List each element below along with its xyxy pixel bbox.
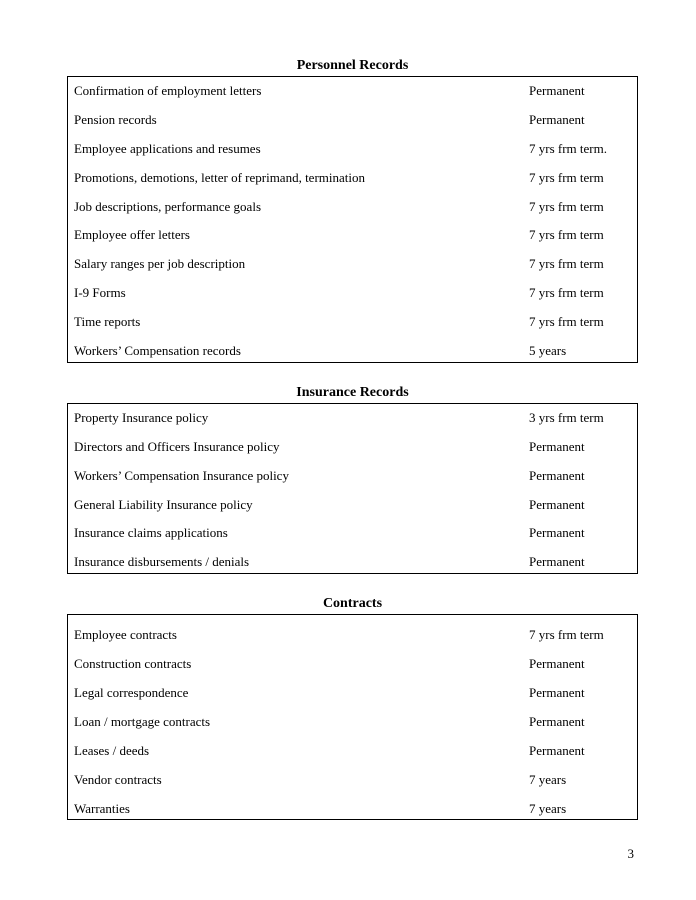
table-row: Vendor contracts 7 years [68, 766, 637, 795]
record-value: 7 yrs frm term [529, 314, 629, 331]
table-row: Workers’ Compensation records 5 years [68, 337, 637, 362]
record-value: Permanent [529, 743, 629, 760]
table-row: General Liability Insurance policy Perma… [68, 491, 637, 520]
record-label: Construction contracts [74, 656, 529, 673]
record-value: 7 yrs frm term [529, 227, 629, 244]
record-label: Promotions, demotions, letter of reprima… [74, 170, 529, 187]
table-row: Job descriptions, performance goals 7 yr… [68, 193, 637, 222]
table-row: Confirmation of employment letters Perma… [68, 77, 637, 106]
record-label: Leases / deeds [74, 743, 529, 760]
record-label: Vendor contracts [74, 772, 529, 789]
table-row: Employee applications and resumes 7 yrs … [68, 135, 637, 164]
record-value: Permanent [529, 685, 629, 702]
record-label: Pension records [74, 112, 529, 129]
table-row: Time reports 7 yrs frm term [68, 308, 637, 337]
record-value: 7 yrs frm term. [529, 141, 629, 158]
table-row: Directors and Officers Insurance policy … [68, 433, 637, 462]
record-value: Permanent [529, 714, 629, 731]
record-label: Insurance claims applications [74, 525, 529, 542]
record-label: I-9 Forms [74, 285, 529, 302]
table-row: Warranties 7 years [68, 795, 637, 820]
record-value: Permanent [529, 497, 629, 514]
record-value: Permanent [529, 112, 629, 129]
record-label: Loan / mortgage contracts [74, 714, 529, 731]
section-title-contracts: Contracts [67, 596, 638, 612]
record-value: 7 years [529, 772, 629, 789]
record-value: Permanent [529, 439, 629, 456]
record-label: Salary ranges per job description [74, 256, 529, 273]
record-label: Employee applications and resumes [74, 141, 529, 158]
table-insurance: Property Insurance policy 3 yrs frm term… [67, 403, 638, 574]
table-row: Insurance claims applications Permanent [68, 519, 637, 548]
record-value: Permanent [529, 656, 629, 673]
section-title-insurance: Insurance Records [67, 385, 638, 401]
record-value: 5 years [529, 343, 629, 360]
record-value: Permanent [529, 468, 629, 485]
table-row: Employee contracts 7 yrs frm term [68, 615, 637, 650]
document-page: Personnel Records Confirmation of employ… [0, 0, 696, 900]
table-row: Loan / mortgage contracts Permanent [68, 708, 637, 737]
record-label: General Liability Insurance policy [74, 497, 529, 514]
record-label: Employee contracts [74, 627, 529, 644]
record-value: 7 yrs frm term [529, 199, 629, 216]
record-value: 7 yrs frm term [529, 170, 629, 187]
table-contracts: Employee contracts 7 yrs frm term Constr… [67, 614, 638, 820]
table-row: Salary ranges per job description 7 yrs … [68, 250, 637, 279]
table-row: Construction contracts Permanent [68, 650, 637, 679]
record-label: Confirmation of employment letters [74, 83, 529, 100]
table-row: Insurance disbursements / denials Perman… [68, 548, 637, 573]
record-value: 7 years [529, 801, 629, 818]
record-label: Warranties [74, 801, 529, 818]
record-label: Workers’ Compensation records [74, 343, 529, 360]
table-row: Property Insurance policy 3 yrs frm term [68, 404, 637, 433]
table-row: Employee offer letters 7 yrs frm term [68, 221, 637, 250]
record-value: Permanent [529, 554, 629, 571]
table-row: I-9 Forms 7 yrs frm term [68, 279, 637, 308]
record-label: Employee offer letters [74, 227, 529, 244]
record-value: Permanent [529, 83, 629, 100]
record-label: Insurance disbursements / denials [74, 554, 529, 571]
record-label: Workers’ Compensation Insurance policy [74, 468, 529, 485]
record-label: Time reports [74, 314, 529, 331]
record-value: 3 yrs frm term [529, 410, 629, 427]
record-value: 7 yrs frm term [529, 256, 629, 273]
table-row: Promotions, demotions, letter of reprima… [68, 164, 637, 193]
table-personnel: Confirmation of employment letters Perma… [67, 76, 638, 363]
record-label: Directors and Officers Insurance policy [74, 439, 529, 456]
record-value: 7 yrs frm term [529, 285, 629, 302]
table-row: Pension records Permanent [68, 106, 637, 135]
record-label: Property Insurance policy [74, 410, 529, 427]
table-row: Workers’ Compensation Insurance policy P… [68, 462, 637, 491]
table-row: Legal correspondence Permanent [68, 679, 637, 708]
record-value: Permanent [529, 525, 629, 542]
record-label: Job descriptions, performance goals [74, 199, 529, 216]
page-number: 3 [628, 846, 635, 862]
section-title-personnel: Personnel Records [67, 58, 638, 74]
table-row: Leases / deeds Permanent [68, 737, 637, 766]
record-value: 7 yrs frm term [529, 627, 629, 644]
record-label: Legal correspondence [74, 685, 529, 702]
